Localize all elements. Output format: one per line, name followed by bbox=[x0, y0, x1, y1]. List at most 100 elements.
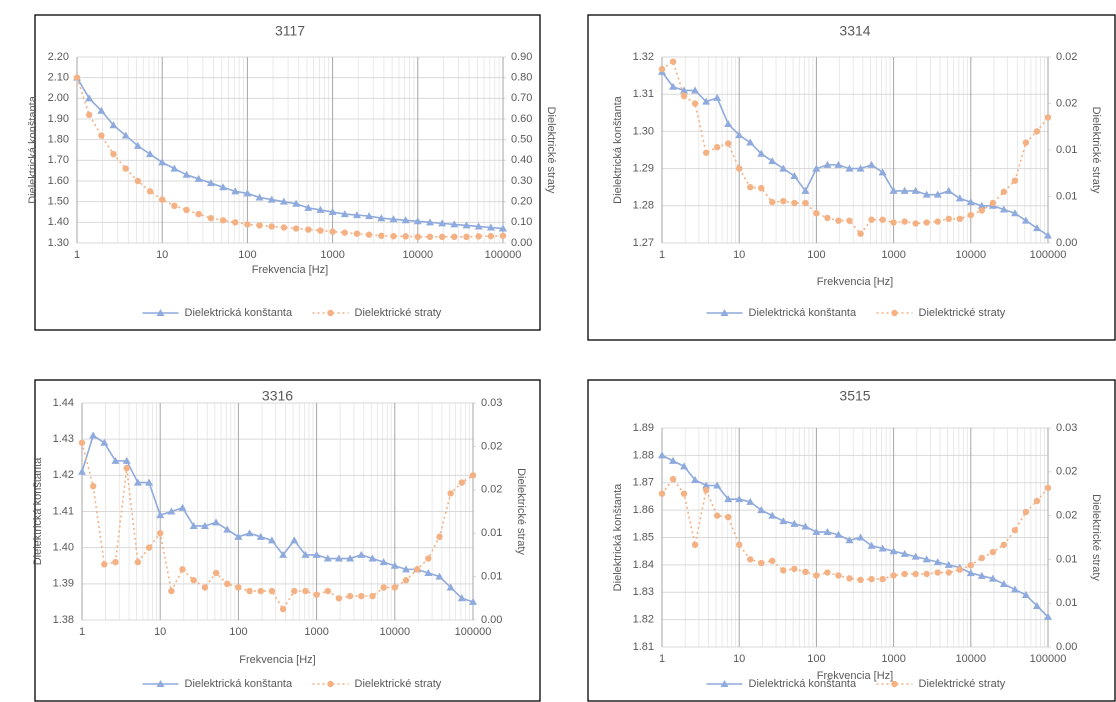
legend-marker bbox=[156, 309, 165, 316]
point-marker bbox=[101, 561, 108, 568]
x-tick-label: 1 bbox=[74, 249, 80, 261]
point-marker bbox=[1022, 139, 1030, 146]
point-marker bbox=[244, 221, 251, 228]
point-marker bbox=[182, 170, 191, 178]
point-marker bbox=[390, 561, 399, 569]
point-marker bbox=[111, 456, 120, 464]
legend-label: Dielektrická konštanta bbox=[185, 678, 293, 690]
y2-tick-label: 0.70 bbox=[511, 92, 532, 104]
point-marker bbox=[769, 557, 776, 565]
y-tick-label: 1.44 bbox=[53, 397, 74, 409]
point-marker bbox=[329, 228, 336, 235]
y-tick-label: 1.40 bbox=[53, 542, 74, 554]
point-marker bbox=[133, 141, 142, 149]
x-axis-label: Frekvencia [Hz] bbox=[817, 670, 893, 682]
point-marker bbox=[967, 562, 974, 569]
y-tick-label: 1.86 bbox=[633, 504, 654, 516]
point-marker bbox=[856, 533, 865, 541]
point-marker bbox=[691, 476, 700, 484]
point-marker bbox=[900, 549, 909, 557]
point-marker bbox=[200, 521, 209, 529]
point-marker bbox=[945, 569, 952, 576]
legend-label: Dielektrické straty bbox=[355, 307, 442, 319]
point-marker bbox=[933, 558, 942, 566]
point-marker bbox=[835, 217, 842, 224]
point-marker bbox=[956, 215, 963, 223]
point-marker bbox=[999, 205, 1008, 213]
point-marker bbox=[746, 497, 755, 505]
point-marker bbox=[922, 555, 931, 563]
point-marker bbox=[304, 203, 313, 211]
point-marker bbox=[487, 232, 495, 240]
point-marker bbox=[790, 519, 799, 527]
point-marker bbox=[889, 547, 898, 555]
point-marker bbox=[824, 569, 831, 576]
point-marker bbox=[856, 164, 865, 172]
point-marker bbox=[323, 554, 332, 562]
point-marker bbox=[346, 554, 355, 562]
point-marker bbox=[1032, 601, 1041, 609]
point-marker bbox=[134, 558, 142, 566]
point-marker bbox=[98, 132, 105, 139]
x-tick-label: 10000 bbox=[380, 626, 411, 638]
point-marker bbox=[724, 140, 732, 147]
point-marker bbox=[369, 592, 376, 600]
x-tick-label: 100 bbox=[238, 249, 256, 261]
point-marker bbox=[365, 212, 374, 220]
point-marker bbox=[390, 232, 397, 240]
point-marker bbox=[341, 229, 348, 236]
point-marker bbox=[123, 464, 130, 472]
legend-marker bbox=[720, 309, 729, 316]
point-marker bbox=[469, 597, 477, 605]
y2-tick-label: 0.01 bbox=[1056, 144, 1077, 156]
point-marker bbox=[989, 199, 997, 207]
point-marker bbox=[121, 131, 130, 139]
y2-tick-label: 0.00 bbox=[511, 237, 532, 249]
point-marker bbox=[801, 522, 810, 530]
point-marker bbox=[486, 223, 495, 231]
chart: 1.30 1.40 1.50 1.60 1.70 1.80 1.90 2.00 2.10 2.20… bbox=[27, 14, 557, 331]
point-marker bbox=[212, 569, 220, 577]
y-axis-label: Dielektrická konštanta bbox=[32, 457, 44, 565]
y2-tick-label: 0.01 bbox=[1056, 553, 1077, 565]
x-axis-label: Frekvencia [Hz] bbox=[252, 264, 328, 276]
y-tick-label: 1.31 bbox=[633, 88, 654, 100]
point-marker bbox=[834, 530, 843, 538]
point-marker bbox=[89, 431, 98, 439]
point-marker bbox=[109, 121, 118, 129]
point-marker bbox=[934, 218, 941, 225]
point-marker bbox=[279, 605, 287, 613]
point-marker bbox=[1000, 541, 1008, 548]
point-marker bbox=[402, 233, 409, 240]
point-marker bbox=[857, 230, 864, 237]
point-marker bbox=[813, 210, 820, 217]
point-marker bbox=[780, 567, 787, 574]
x-tick-label: 100000 bbox=[1030, 249, 1067, 261]
point-marker bbox=[145, 544, 153, 551]
point-marker bbox=[189, 521, 198, 529]
point-marker bbox=[1021, 590, 1030, 598]
point-marker bbox=[890, 572, 897, 579]
chart-title: 3314 bbox=[839, 23, 870, 39]
point-marker bbox=[1044, 484, 1052, 492]
point-marker bbox=[389, 215, 398, 223]
point-marker bbox=[1000, 188, 1008, 196]
point-marker bbox=[317, 227, 324, 234]
point-marker bbox=[878, 168, 887, 176]
point-marker bbox=[757, 506, 766, 514]
point-marker bbox=[802, 199, 809, 207]
point-marker bbox=[85, 111, 93, 119]
point-marker bbox=[1021, 216, 1030, 224]
point-marker bbox=[401, 565, 410, 573]
point-marker bbox=[245, 529, 254, 537]
point-marker bbox=[824, 214, 831, 222]
point-marker bbox=[1033, 497, 1041, 505]
point-marker bbox=[292, 199, 301, 207]
point-marker bbox=[380, 584, 387, 591]
y2-tick-label: 0.30 bbox=[511, 175, 532, 187]
y2-axis-label: Dielektrické straty bbox=[545, 107, 557, 194]
point-marker bbox=[791, 199, 798, 207]
y2-tick-label: 0.20 bbox=[511, 196, 532, 208]
point-marker bbox=[823, 528, 832, 536]
point-marker bbox=[290, 536, 299, 544]
